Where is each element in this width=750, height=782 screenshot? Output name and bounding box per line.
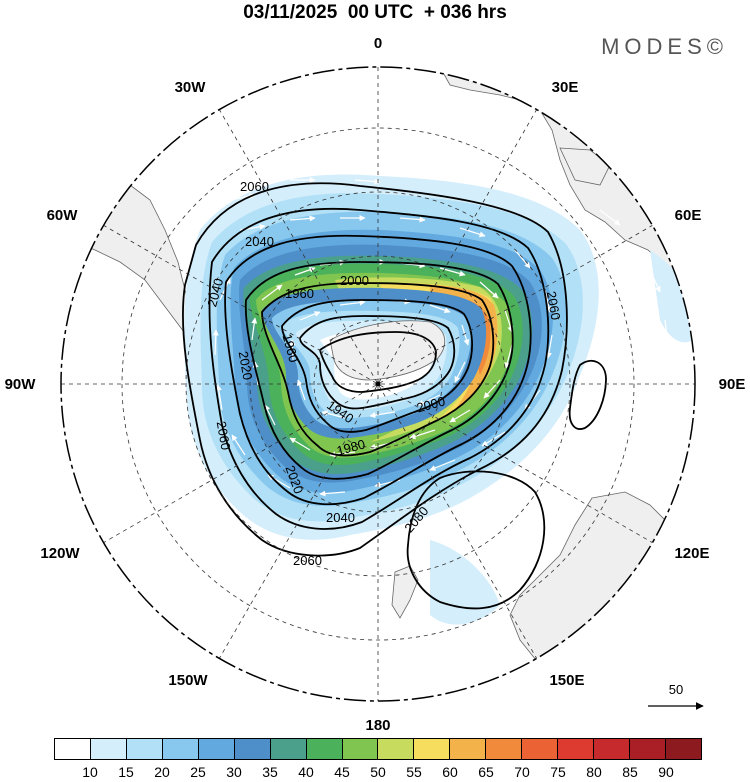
colorbar-tick-label: 45 [334, 764, 350, 780]
colorbar-tick-label: 85 [622, 764, 638, 780]
height-contours [182, 182, 607, 610]
colorbar-tick-label: 40 [298, 764, 314, 780]
colorbar-tick-label: 10 [82, 764, 98, 780]
contour-label: 2040 [326, 510, 355, 525]
colorbar-segment [594, 739, 630, 759]
reference-vector-label: 50 [669, 682, 683, 697]
colorbar-segment [306, 739, 343, 759]
contour-label: 2060 [240, 179, 269, 194]
lon-label-30w: 30W [175, 79, 207, 96]
colorbar-segment [558, 739, 595, 759]
lon-label-30e: 30E [552, 79, 579, 96]
lon-label-180: 180 [365, 717, 390, 734]
contour-label: 2040 [245, 234, 274, 249]
colorbar-tick-label: 70 [514, 764, 530, 780]
pole-marker [375, 381, 381, 387]
lon-label-60w: 60W [47, 207, 79, 224]
colorbar-tick-label: 35 [262, 764, 278, 780]
lon-label-90e: 90E [719, 376, 746, 393]
contour-label: 2060 [293, 553, 322, 568]
contour-label: 2000 [340, 273, 369, 288]
lon-label-120e: 120E [674, 545, 709, 562]
colorbar-segment [270, 739, 307, 759]
colorbar-tick-label: 80 [586, 764, 602, 780]
contour-label: 2040 [204, 277, 226, 309]
contour-label: 2060 [214, 420, 234, 451]
colorbar-tick-label: 15 [118, 764, 134, 780]
colorbar-tick-label: 65 [478, 764, 494, 780]
colorbar-segment [522, 739, 559, 759]
contour-label: 2060 [544, 290, 564, 321]
colorbar-segment [378, 739, 415, 759]
colorbar-tick-label: 20 [154, 764, 170, 780]
colorbar [54, 738, 702, 760]
lon-label-90w: 90W [5, 376, 37, 393]
reference-vector: 50 [648, 682, 704, 710]
colorbar-tick-label: 90 [658, 764, 674, 780]
contour-label: 2020 [236, 350, 256, 381]
colorbar-tick-label: 50 [370, 764, 386, 780]
colorbar-tick-label: 30 [226, 764, 242, 780]
brand-logo: MODES© [601, 34, 728, 59]
colorbar-tick-label: 25 [190, 764, 206, 780]
colorbar-tick-label: 60 [442, 764, 458, 780]
colorbar-tick-label: 55 [406, 764, 422, 780]
lon-label-120w: 120W [40, 545, 80, 562]
colorbar-segment [126, 739, 163, 759]
colorbar-segment [450, 739, 487, 759]
colorbar-tick-label: 75 [550, 764, 566, 780]
colorbar-segment [630, 739, 666, 759]
lon-label-0: 0 [374, 35, 382, 52]
colorbar-segment [55, 739, 91, 759]
colorbar-segment [414, 739, 451, 759]
colorbar-segment [162, 739, 199, 759]
colorbar-ticks: 10 15 20 25 30 35 40 45 50 55 60 65 70 75 80 85 90 [54, 764, 702, 782]
colorbar-segment [342, 739, 379, 759]
contour-label: 1980 [335, 436, 367, 458]
lon-label-150e: 150E [549, 672, 584, 689]
graticule [61, 67, 695, 701]
lon-label-150w: 150W [168, 672, 208, 689]
polar-map: 2060 2040 2040 2060 2000 1960 1960 2020 … [5, 35, 746, 734]
colorbar-segment [198, 739, 235, 759]
map-boundary [60, 66, 696, 702]
colorbar-segment [90, 739, 127, 759]
chart-title: 03/11/2025 00 UTC + 036 hrs [243, 2, 507, 23]
colorbar-segment [486, 739, 523, 759]
contour-label: 1960 [280, 332, 302, 364]
contour-label: 1960 [285, 286, 314, 301]
lon-label-60e: 60E [675, 207, 702, 224]
colorbar-segment [234, 739, 271, 759]
colorbar-segment [665, 739, 701, 759]
contour-label: 2000 [415, 393, 447, 415]
